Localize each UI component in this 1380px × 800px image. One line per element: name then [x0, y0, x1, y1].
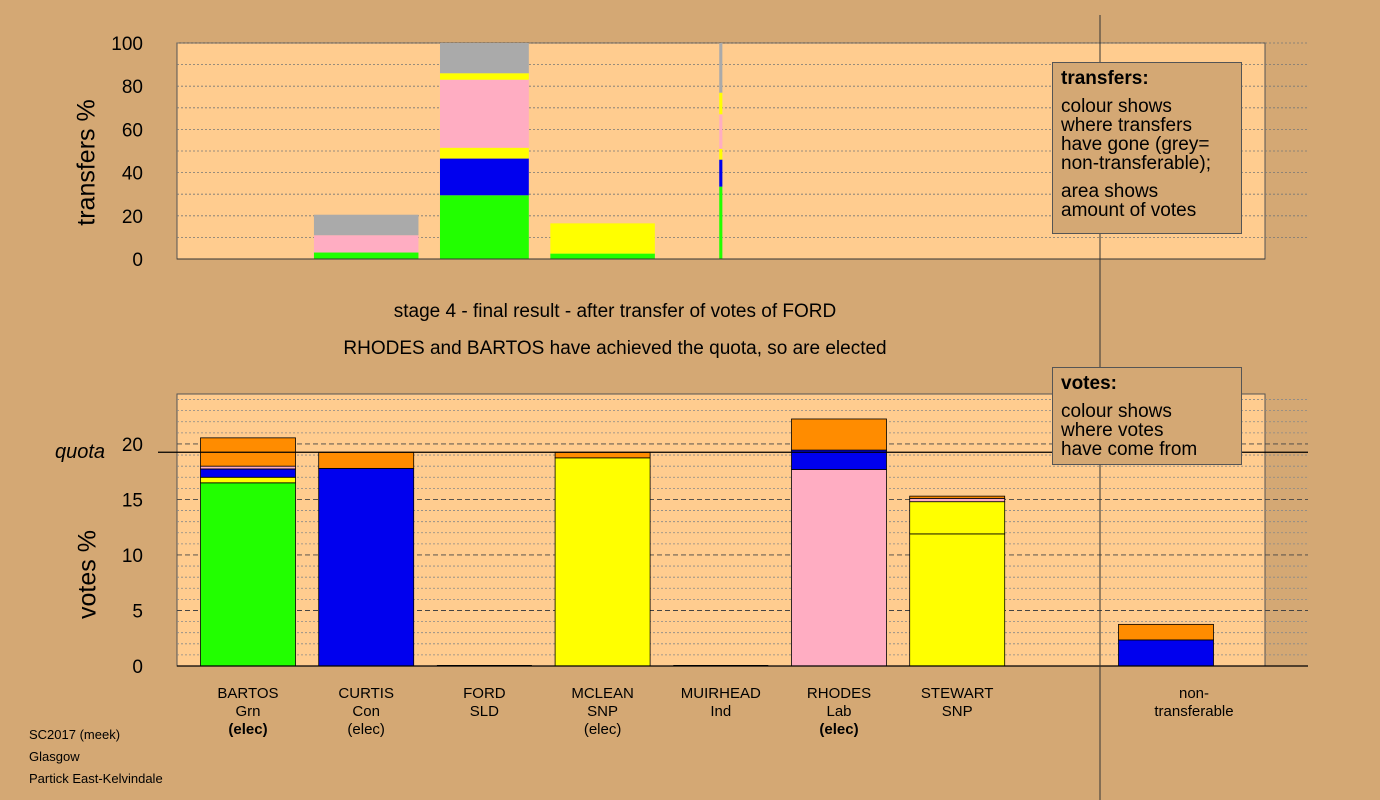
top-bar-segment [719, 92, 723, 115]
top-bar-segment [719, 148, 723, 160]
bottom-bar-segment [200, 468, 296, 478]
bottom-bar-segment [909, 533, 1006, 667]
candidate-party: Grn [235, 703, 261, 720]
top-bar-segment [313, 235, 419, 253]
top-y-tick-label: 0 [132, 250, 143, 271]
candidate-party: Con [352, 703, 380, 720]
footer-line: Glasgow [29, 749, 80, 764]
bottom-y-tick-label: 0 [132, 657, 143, 678]
top-bar-segment [313, 214, 419, 236]
bottom-bar-segment [909, 495, 1006, 499]
bottom-bar-segment [200, 482, 296, 667]
bottom-bar-segment [909, 497, 1006, 503]
candidate-name: MUIRHEAD [680, 685, 761, 702]
candidate-label: STEWART SNP [887, 685, 1027, 721]
top-plot-bars [313, 43, 723, 259]
top-bar-segment [439, 158, 529, 196]
bottom-plot-bars [200, 418, 1214, 667]
candidate-party: SLD [469, 703, 499, 720]
transfers-legend-title: transfers: [1061, 68, 1149, 89]
bottom-bar-segment [200, 465, 296, 470]
candidate-name: BARTOS [217, 685, 279, 702]
top-bar-segment [550, 253, 655, 259]
bottom-y-axis-label: votes % [73, 530, 102, 619]
candidate-label: non-transferable [1124, 685, 1264, 721]
candidate-status: (elec) [228, 721, 268, 738]
candidate-name: non- [1178, 685, 1210, 702]
top-bar-segment [550, 223, 655, 254]
stage-title: stage 4 - final result - after transfer … [393, 301, 837, 322]
footer-line: Partick East-Kelvindale [29, 771, 163, 786]
bottom-bar-segment [791, 418, 887, 451]
candidate-name: FORD [463, 685, 506, 702]
candidate-label: CURTIS Con (elec) [296, 685, 436, 739]
candidate-label: FORD SLD [414, 685, 554, 721]
votes-legend: votes: colour shows where votes have com… [1052, 367, 1242, 465]
votes-legend-line: colour shows [1061, 401, 1172, 422]
top-y-tick-label: 60 [122, 120, 143, 141]
stage-subtitle: RHODES and BARTOS have achieved the quot… [343, 338, 887, 359]
candidate-label: MCLEAN SNP (elec) [533, 685, 673, 739]
candidate-party: SNP [587, 703, 619, 720]
quota-label: quota [55, 441, 106, 463]
top-y-axis-label: transfers % [72, 99, 101, 226]
bottom-bar-segment [554, 457, 651, 667]
top-bar-segment [439, 79, 529, 148]
candidate-party: SNP [941, 703, 973, 720]
bottom-bar-segment [554, 451, 651, 459]
bottom-bar-segment [791, 449, 887, 470]
transfers-legend-line: colour shows [1061, 96, 1172, 117]
votes-legend-title: votes: [1061, 373, 1117, 394]
footer-line: SC2017 (meek) [29, 727, 121, 742]
votes-legend-line: where votes [1061, 420, 1164, 441]
candidate-label: RHODES Lab (elec) [769, 685, 909, 739]
candidate-status: (elec) [347, 721, 385, 738]
top-y-tick-label: 40 [122, 164, 143, 185]
top-bar-segment [719, 186, 723, 259]
candidate-name: MCLEAN [571, 685, 634, 702]
bottom-bar-segment [1118, 623, 1214, 641]
top-bar-segment [439, 195, 529, 259]
top-bar-segment [439, 147, 529, 159]
bottom-bar-segment [791, 469, 887, 667]
top-bar-segment [719, 43, 723, 93]
top-bar-segment [719, 114, 723, 149]
bottom-y-tick-label: 15 [122, 490, 143, 511]
bottom-bar-segment [318, 467, 415, 667]
candidate-name: STEWART [920, 685, 994, 702]
candidate-status: (elec) [583, 721, 622, 738]
bottom-y-tick-label: 5 [132, 601, 143, 622]
top-bar-segment [719, 159, 723, 187]
top-bar-segment [439, 73, 529, 80]
transfers-legend: transfers: colour shows where transfers … [1052, 62, 1242, 234]
bottom-bar-segment [1118, 639, 1214, 667]
candidate-party: transferable [1154, 703, 1234, 720]
top-y-tick-label: 100 [111, 34, 143, 55]
transfers-legend-line: where transfers [1061, 115, 1192, 136]
bottom-bar-segment [318, 451, 415, 469]
candidate-party: Lab [826, 703, 852, 720]
candidate-label: BARTOS Grn (elec) [178, 685, 318, 739]
candidate-name: RHODES [806, 685, 872, 702]
bottom-y-tick-label: 10 [122, 546, 143, 567]
top-plot-axis: 0 20 40 60 80 100 [111, 34, 1265, 271]
top-bar-segment [439, 43, 529, 74]
transfers-legend-line: have gone (grey= [1061, 134, 1210, 155]
candidate-status: (elec) [819, 721, 859, 738]
top-y-tick-label: 20 [122, 207, 143, 228]
top-bar-segment [313, 252, 419, 259]
transfers-legend-line: amount of votes [1061, 200, 1197, 221]
transfers-legend-line: area shows [1061, 181, 1159, 202]
candidate-party: Ind [710, 703, 732, 720]
bottom-y-tick-label: 20 [122, 435, 143, 456]
transfers-legend-line: non-transferable); [1061, 153, 1211, 174]
top-y-tick-label: 80 [122, 77, 143, 98]
candidate-label: MUIRHEAD Ind [651, 685, 791, 721]
bottom-bar-segment [200, 476, 296, 484]
votes-legend-line: have come from [1061, 439, 1198, 460]
bottom-bar-segment [909, 501, 1006, 535]
candidate-name: CURTIS [338, 685, 394, 702]
